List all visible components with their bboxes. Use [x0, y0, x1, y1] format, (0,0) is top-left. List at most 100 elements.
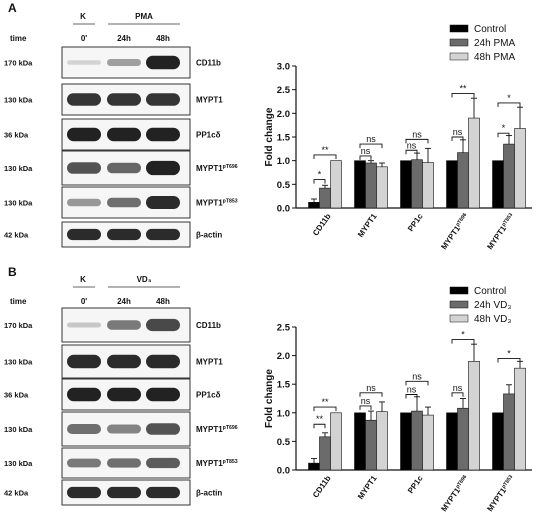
blot-band: [107, 197, 141, 208]
molecular-weight-label: 36 kDa: [4, 131, 29, 140]
significance-label: ns: [407, 140, 417, 150]
panel-letter: B: [8, 265, 17, 279]
blot-band: [107, 127, 141, 142]
y-tick-label: 0.5: [277, 180, 291, 191]
protein-label-superscript: pT696: [223, 425, 238, 431]
bracket-line: [359, 392, 383, 397]
bar: [503, 393, 515, 471]
significance-label: ns: [412, 371, 422, 381]
blot-band: [146, 387, 180, 402]
bracket-line: [451, 93, 475, 98]
protein-label: MYPT1pT853: [196, 459, 238, 468]
significance-bracket: ns: [405, 371, 429, 386]
significance-label: **: [459, 83, 467, 93]
significance-bracket: *: [497, 348, 521, 363]
x-category-label-superscript: pT853: [501, 212, 515, 228]
x-category-label-superscript: pT853: [501, 474, 515, 490]
protein-label-superscript: pT853: [223, 199, 238, 205]
x-category-label-text: PP1c: [406, 474, 425, 496]
blot-band: [107, 486, 141, 499]
blot-band: [67, 458, 101, 468]
legend: Control 24h VD₃ 48h VD₃: [449, 286, 511, 325]
blot-row: 130 kDa MYPT1: [4, 344, 223, 379]
y-tick-label: 0.0: [277, 204, 290, 215]
blot-row: 130 kDa MYPT1pT696: [4, 150, 238, 186]
blot-band: [146, 228, 180, 241]
significance-label: *: [502, 123, 506, 133]
blot-band: [146, 354, 180, 369]
bar: [492, 412, 504, 471]
protein-label: MYPT1: [196, 358, 223, 367]
molecular-weight-label: 42 kDa: [4, 231, 29, 240]
protein-label-text: CD11b: [196, 321, 221, 330]
bracket-line: [497, 102, 521, 107]
time-point-label: 24h: [117, 34, 131, 43]
blot-band: [107, 320, 141, 330]
blot-row: 36 kDa PP1cδ: [4, 118, 221, 151]
bracket-line: [359, 143, 383, 149]
significance-bracket: **: [313, 397, 337, 412]
protein-label: PP1cδ: [196, 131, 221, 140]
bar: [354, 160, 366, 209]
protein-label: PP1cδ: [196, 391, 221, 400]
blot-band: [67, 322, 101, 328]
bar: [468, 117, 480, 209]
blot-band: [67, 424, 101, 434]
blot-band: [67, 387, 101, 402]
significance-bracket: ns: [451, 383, 464, 397]
bar: [330, 160, 342, 209]
legend-label: 48h PMA: [474, 52, 515, 63]
blot-band: [67, 162, 101, 174]
bar: [319, 436, 331, 471]
bar: [308, 462, 320, 471]
bracket-line: [313, 423, 326, 429]
bar: [492, 160, 504, 209]
y-tick-label: 0.0: [277, 466, 290, 477]
bar: [422, 414, 434, 471]
y-tick-label: 3.0: [277, 62, 290, 73]
significance-label: *: [507, 93, 511, 103]
molecular-weight-label: 130 kDa: [4, 425, 33, 434]
x-category-label-text: CD11b: [311, 212, 333, 238]
blot-band: [146, 93, 180, 106]
x-category-label-text: MYPT1: [356, 212, 379, 239]
molecular-weight-label: 130 kDa: [4, 459, 33, 468]
legend-label: Control: [474, 24, 506, 35]
significance-bracket: ns: [405, 384, 418, 399]
time-point-label: 48h: [156, 34, 170, 43]
protein-label: CD11b: [196, 321, 221, 330]
significance-label: ns: [407, 384, 417, 394]
significance-label: ns: [412, 129, 422, 139]
x-category-label: MYPT1: [356, 474, 379, 501]
bar: [503, 143, 515, 209]
protein-label: MYPT1pT696: [196, 164, 238, 173]
bar: [400, 412, 412, 471]
time-label: time: [10, 297, 27, 306]
significance-label: **: [321, 145, 329, 155]
y-tick-label: 1.0: [277, 156, 290, 167]
bracket-line: [451, 136, 464, 141]
protein-label-text: β-actin: [196, 489, 222, 498]
bar: [411, 159, 423, 209]
blot-band: [107, 228, 141, 241]
protein-label-superscript: pT696: [223, 164, 238, 170]
blot-row: 130 kDa MYPT1pT696: [4, 411, 238, 447]
significance-bracket: *: [313, 170, 326, 184]
significance-label: *: [461, 330, 465, 340]
bracket-line: [497, 132, 510, 138]
blot-band: [107, 424, 141, 434]
blot-band: [146, 457, 180, 469]
y-axis-label: Fold change: [264, 107, 275, 166]
legend-swatch: [449, 300, 469, 309]
bar: [365, 162, 377, 209]
significance-label: ns: [453, 127, 463, 137]
blot-row: 42 kDa β-actin: [4, 479, 222, 506]
blot-band: [107, 59, 141, 66]
blot-band: [67, 354, 101, 369]
y-tick-label: 2.0: [277, 351, 290, 362]
time-point-label: 0': [81, 297, 87, 306]
legend-label: Control: [474, 286, 506, 297]
significance-bracket: ns: [451, 127, 464, 141]
significance-label: *: [318, 170, 322, 180]
blot-row: 130 kDa MYPT1pT853: [4, 186, 238, 219]
